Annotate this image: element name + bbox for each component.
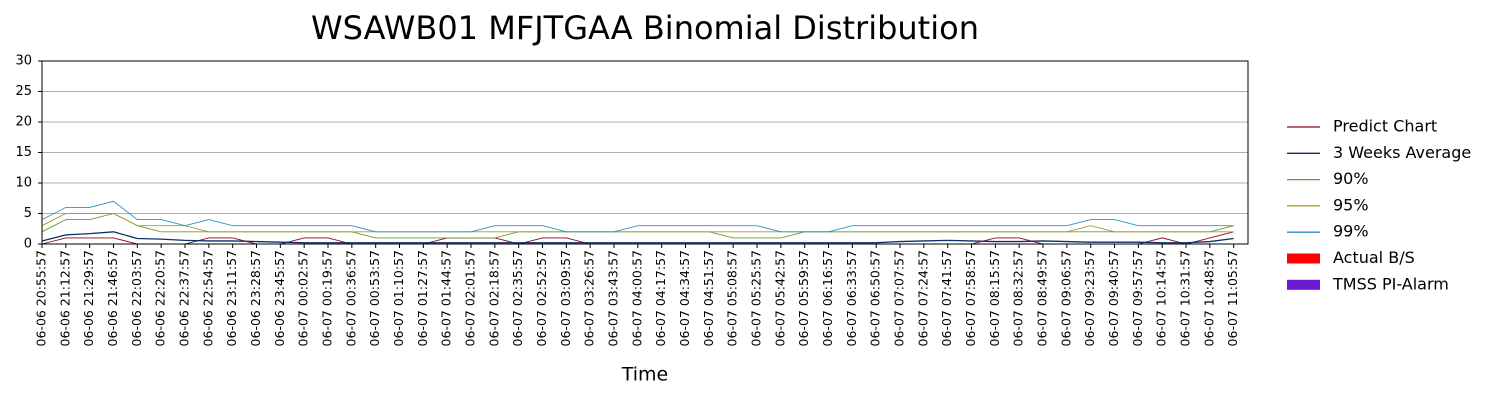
- y-tick-label: 5: [24, 206, 32, 221]
- series-line: [41, 200, 1234, 233]
- x-tick-label: 06-06 22:37:57: [177, 250, 192, 346]
- x-tick-label: 06-07 04:34:57: [677, 250, 692, 346]
- series-line: [41, 231, 1234, 244]
- legend-swatch: [1287, 253, 1320, 264]
- legend-label: 3 Weeks Average: [1333, 143, 1471, 162]
- x-tick-label: 06-06 21:46:57: [105, 250, 120, 346]
- legend-label: 90%: [1333, 169, 1369, 188]
- legend-label: Actual B/S: [1333, 248, 1415, 267]
- x-tick-label: 06-07 07:41:57: [939, 250, 954, 346]
- legend-label: 99%: [1333, 222, 1369, 241]
- x-tick-label: 06-07 09:57:57: [1130, 250, 1145, 346]
- x-tick-label: 06-07 02:35:57: [510, 250, 525, 346]
- x-tick-label: 06-07 00:36:57: [343, 250, 358, 346]
- x-tick-label: 06-07 01:27:57: [415, 250, 430, 346]
- x-tick-label: 06-06 20:55:57: [34, 250, 49, 346]
- y-tick-label: 10: [15, 176, 32, 191]
- x-tick-label: 06-07 08:15:57: [987, 250, 1002, 346]
- x-tick-label: 06-07 00:19:57: [320, 250, 335, 346]
- x-tick-label: 06-07 10:31:57: [1178, 250, 1193, 346]
- x-tick-label: 06-07 06:33:57: [844, 250, 859, 346]
- y-tick-label: 25: [15, 84, 32, 99]
- x-tick-label: 06-07 08:32:57: [1011, 250, 1026, 346]
- x-tick-label: 06-07 07:07:57: [892, 250, 907, 346]
- y-tick-label: 0: [24, 237, 32, 252]
- x-tick-label: 06-06 22:54:57: [200, 250, 215, 346]
- x-tick-label: 06-07 10:48:57: [1201, 250, 1216, 346]
- x-tick-label: 06-07 04:51:57: [701, 250, 716, 346]
- x-tick-label: 06-07 04:00:57: [629, 250, 644, 346]
- x-tick-label: 06-07 06:50:57: [868, 250, 883, 346]
- x-tick-label: 06-07 02:52:57: [534, 250, 549, 346]
- x-tick-label: 06-06 22:20:57: [153, 250, 168, 346]
- legend-label: TMSS PI-Alarm: [1332, 274, 1449, 293]
- x-tick-label: 06-07 01:44:57: [439, 250, 454, 346]
- x-tick-label: 06-07 09:40:57: [1106, 250, 1121, 346]
- x-tick-label: 06-07 08:49:57: [1035, 250, 1050, 346]
- x-tick-label: 06-07 03:09:57: [558, 250, 573, 346]
- x-tick-label: 06-07 05:59:57: [796, 250, 811, 346]
- x-tick-label: 06-07 07:24:57: [915, 250, 930, 346]
- x-tick-label: 06-06 22:03:57: [129, 250, 144, 346]
- x-tick-label: 06-07 05:08:57: [725, 250, 740, 346]
- x-tick-label: 06-07 03:26:57: [582, 250, 597, 346]
- x-tick-label: 06-07 00:02:57: [296, 250, 311, 346]
- y-tick-label: 20: [15, 115, 32, 130]
- y-tick-label: 30: [15, 54, 32, 69]
- x-tick-label: 06-06 23:45:57: [272, 250, 287, 346]
- y-tick-label: 15: [15, 145, 32, 160]
- legend-swatch: [1287, 279, 1320, 290]
- x-tick-label: 06-07 04:17:57: [653, 250, 668, 346]
- plot-frame: [41, 60, 1249, 245]
- x-tick-label: 06-06 23:11:57: [224, 250, 239, 346]
- series-line: [41, 213, 1234, 233]
- chart-title: WSAWB01 MFJTGAA Binomial Distribution: [311, 9, 979, 47]
- x-tick-label: 06-07 01:10:57: [391, 250, 406, 346]
- x-tick-label: 06-07 10:14:57: [1154, 250, 1169, 346]
- x-tick-label: 06-07 02:01:57: [463, 250, 478, 346]
- x-axis-label: Time: [621, 364, 669, 386]
- x-tick-label: 06-07 06:16:57: [820, 250, 835, 346]
- x-tick-label: 06-07 03:43:57: [606, 250, 621, 346]
- x-tick-label: 06-07 09:23:57: [1082, 250, 1097, 346]
- legend-label: 95%: [1333, 195, 1369, 214]
- x-tick-label: 06-06 21:29:57: [81, 250, 96, 346]
- x-tick-label: 06-06 23:28:57: [248, 250, 263, 346]
- x-tick-label: 06-07 07:58:57: [963, 250, 978, 346]
- x-tick-label: 06-07 05:42:57: [772, 250, 787, 346]
- x-tick-label: 06-07 05:25:57: [749, 250, 764, 346]
- x-tick-label: 06-07 11:05:57: [1225, 250, 1240, 346]
- x-tick-label: 06-07 09:06:57: [1058, 250, 1073, 346]
- x-tick-label: 06-06 21:12:57: [57, 250, 72, 346]
- x-tick-label: 06-07 02:18:57: [486, 250, 501, 346]
- x-tick-label: 06-07 00:53:57: [367, 250, 382, 346]
- legend-label: Predict Chart: [1333, 117, 1437, 136]
